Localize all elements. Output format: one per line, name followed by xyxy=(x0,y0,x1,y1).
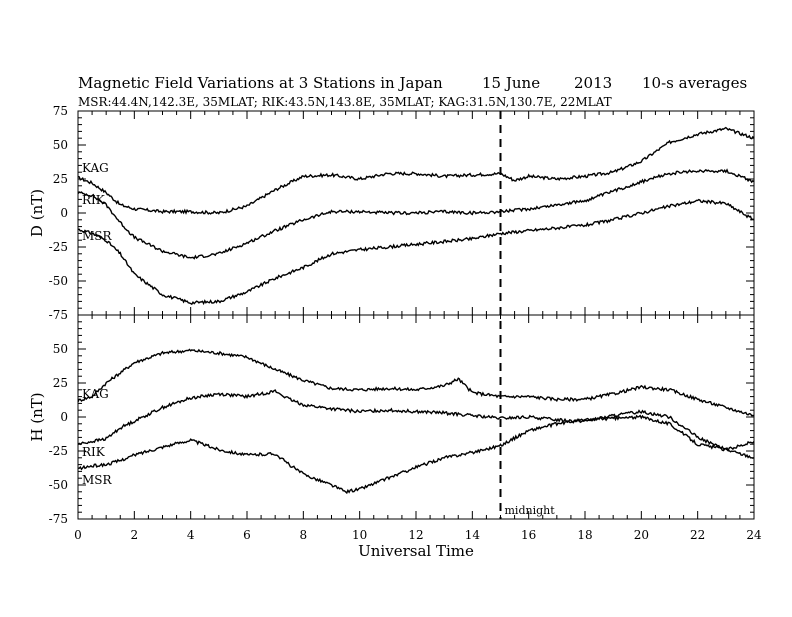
y-tick-label: -50 xyxy=(49,274,68,288)
h-panel-frame xyxy=(77,314,755,520)
midnight-label: midnight xyxy=(505,504,556,517)
y-tick-label: 0 xyxy=(60,206,68,220)
x-tick-label: 10 xyxy=(352,528,367,542)
y-tick-label: -50 xyxy=(49,478,68,492)
h-series-rik xyxy=(77,389,755,459)
x-tick-label: 0 xyxy=(74,528,82,542)
x-tick-label: 12 xyxy=(408,528,423,542)
x-tick-label: 14 xyxy=(465,528,481,542)
chart-averaging: 10-s averages xyxy=(642,74,747,92)
d-series-msr xyxy=(77,198,755,306)
x-tick-label: 6 xyxy=(243,528,251,542)
x-tick-label: 2 xyxy=(131,528,139,542)
d-axis-label: D (nT) xyxy=(28,189,46,237)
x-tick-label: 18 xyxy=(577,528,592,542)
y-tick-label: -75 xyxy=(49,512,68,526)
chart-title: Magnetic Field Variations at 3 Stations … xyxy=(78,74,443,92)
x-tick-label: 8 xyxy=(300,528,308,542)
series-lines xyxy=(77,126,755,495)
h-series-kag xyxy=(77,348,755,417)
d-label-msr: MSR xyxy=(82,229,113,243)
chart-date-day: 15 June xyxy=(482,74,540,92)
y-tick-label: -75 xyxy=(49,308,68,322)
d-label-kag: KAG xyxy=(82,161,109,175)
h-series-msr xyxy=(77,414,755,495)
x-tick-label: 16 xyxy=(521,528,536,542)
h-label-msr: MSR xyxy=(82,473,113,487)
d-label-rik: RIK xyxy=(82,193,106,207)
chart-subtitle: MSR:44.4N,142.3E, 35MLAT; RIK:43.5N,143.… xyxy=(78,95,612,109)
d-series-rik xyxy=(77,168,755,260)
y-tick-label: 50 xyxy=(53,138,68,152)
x-tick-label: 20 xyxy=(634,528,649,542)
y-tick-label: 50 xyxy=(53,342,68,356)
x-axis-label: Universal Time xyxy=(358,542,474,560)
chart-date-year: 2013 xyxy=(574,74,612,92)
x-tick-label: 24 xyxy=(746,528,762,542)
h-axis-label: H (nT) xyxy=(28,392,46,441)
y-tick-label: 75 xyxy=(53,104,68,118)
x-tick-label: 4 xyxy=(187,528,195,542)
y-tick-label: -25 xyxy=(49,240,68,254)
d-series-kag xyxy=(77,126,755,215)
x-tick-label: 22 xyxy=(690,528,705,542)
y-tick-label: -25 xyxy=(49,444,68,458)
y-tick-label: 25 xyxy=(53,376,68,390)
h-label-kag: KAG xyxy=(82,387,109,401)
h-label-rik: RIK xyxy=(82,445,106,459)
y-tick-label: 25 xyxy=(53,172,68,186)
y-tick-label: 0 xyxy=(60,410,68,424)
